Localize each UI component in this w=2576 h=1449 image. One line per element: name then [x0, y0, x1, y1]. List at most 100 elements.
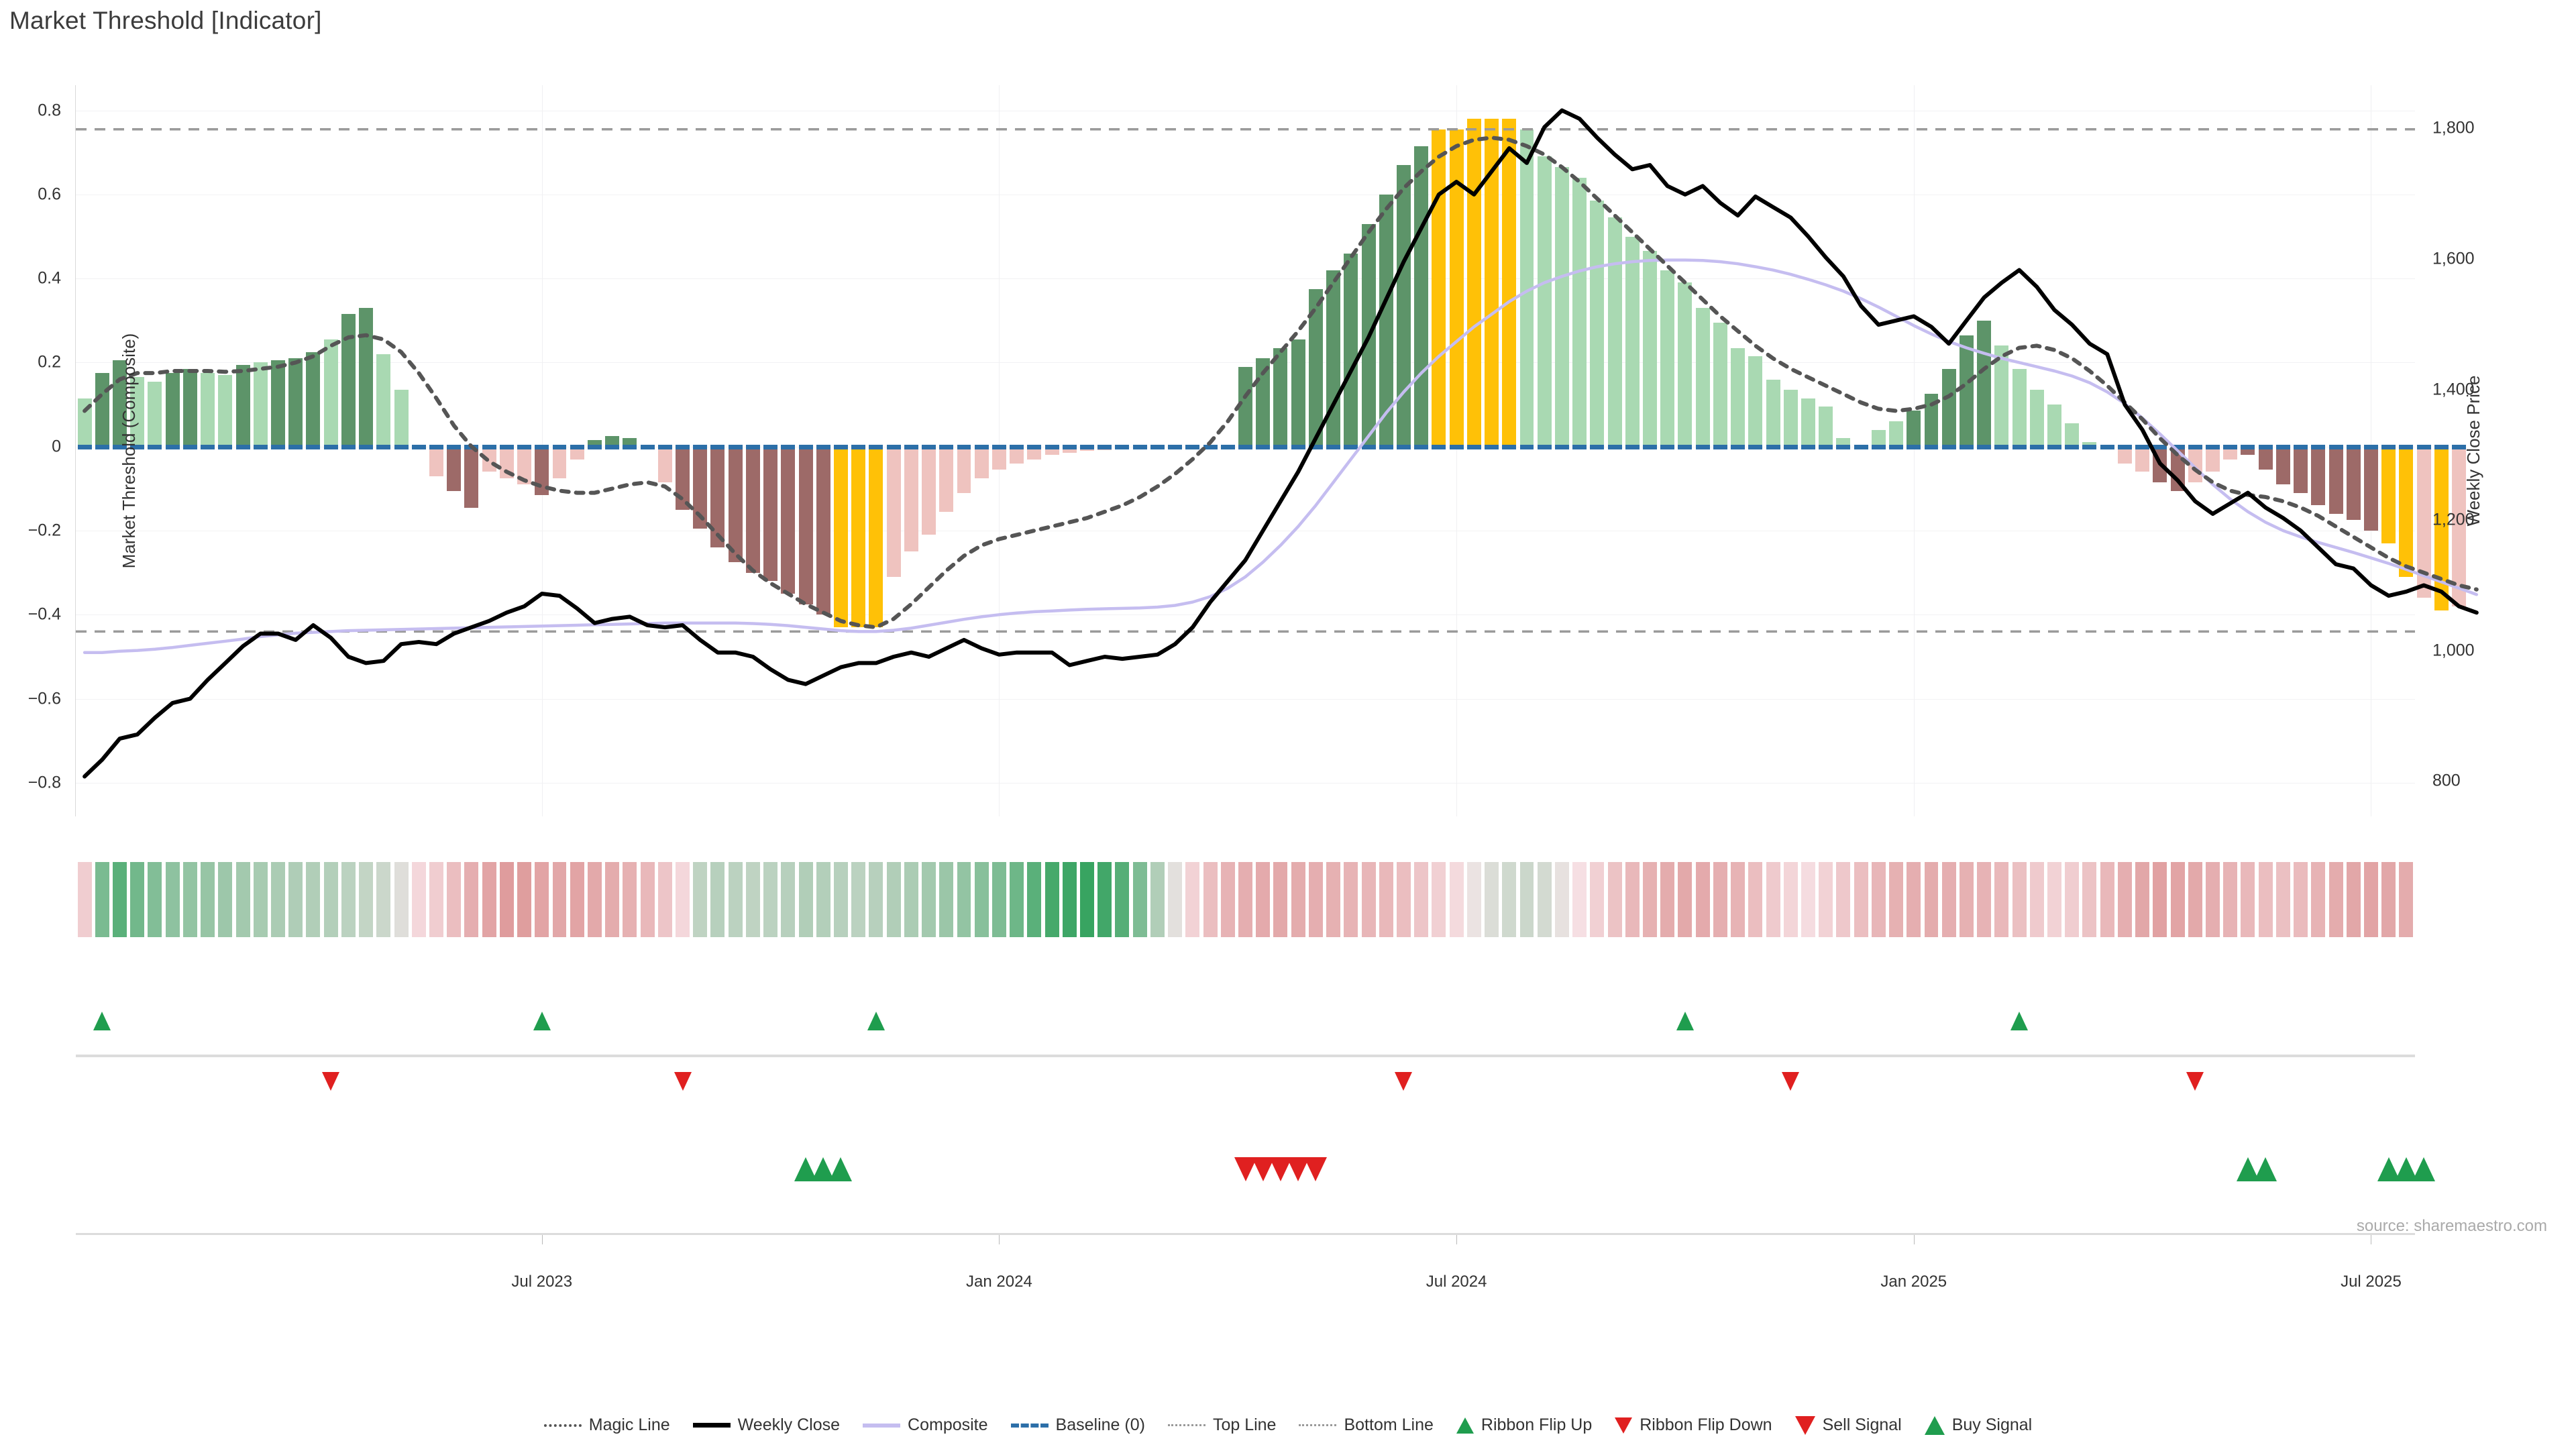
ribbon-cell [1080, 862, 1095, 937]
baseline-segment [306, 444, 321, 449]
ribbon-cell [253, 862, 268, 937]
baseline-segment [499, 444, 514, 449]
composite-bar [95, 373, 109, 447]
right-axis-tick-label: 1,600 [2432, 249, 2475, 268]
baseline-segment [77, 444, 92, 449]
composite-bar [201, 373, 215, 447]
ribbon-cell [2100, 862, 2114, 937]
legend-item-baseline[interactable]: Baseline (0) [1010, 1415, 1145, 1435]
legend-item-bottom-line[interactable]: Bottom Line [1299, 1415, 1434, 1435]
legend-item-sell-signal[interactable]: Sell Signal [1794, 1415, 1902, 1435]
x-axis-tick-mark [999, 1235, 1000, 1244]
left-axis-line [75, 85, 76, 816]
baseline-segment [1132, 444, 1147, 449]
baseline-segment [1836, 444, 1851, 449]
composite-bar [165, 373, 180, 447]
composite-bar [517, 446, 532, 485]
ribbon-cell [1660, 862, 1675, 937]
ribbon-cell [1766, 862, 1780, 937]
legend-label-sell-signal: Sell Signal [1822, 1415, 1902, 1434]
composite-bar [482, 446, 496, 472]
ribbon-cell [2012, 862, 2027, 937]
baseline-segment [1625, 444, 1640, 449]
legend-item-magic-line[interactable]: Magic Line [543, 1415, 670, 1435]
composite-bar [1554, 167, 1569, 447]
ribbon-flip-up-marker [93, 1012, 111, 1030]
composite-bar [2170, 446, 2185, 491]
legend-label-bottom-line: Bottom Line [1344, 1415, 1434, 1434]
baseline-segment [447, 444, 462, 449]
ribbon-flip-up-marker [2010, 1012, 2029, 1030]
ribbon-cell [2346, 862, 2361, 937]
ribbon-cell [1941, 862, 1956, 937]
ribbon-cell [623, 862, 637, 937]
composite-bar [1731, 347, 1746, 447]
composite-bar [2363, 446, 2378, 531]
ribbon-cell [1097, 862, 1112, 937]
baseline-segment [429, 444, 443, 449]
baseline-segment [1485, 444, 1499, 449]
baseline-segment [376, 444, 391, 449]
baseline-segment [2012, 444, 2027, 449]
legend-item-top-line[interactable]: Top Line [1167, 1415, 1276, 1435]
composite-bar [851, 446, 866, 628]
composite-bar [1660, 270, 1675, 447]
ribbon-cell [2363, 862, 2378, 937]
composite-bar [974, 446, 989, 478]
baseline-segment [710, 444, 725, 449]
baseline-segment [2434, 444, 2449, 449]
baseline-segment [974, 444, 989, 449]
ribbon-cell [886, 862, 901, 937]
baseline-segment [1203, 444, 1218, 449]
baseline-segment [640, 444, 655, 449]
ribbon-cell [2294, 862, 2308, 937]
ribbon-cell [2047, 862, 2061, 937]
baseline-segment [2311, 444, 2326, 449]
right-axis-tick-label: 1,400 [2432, 380, 2475, 399]
ribbon-cell [1414, 862, 1429, 937]
baseline-segment [816, 444, 830, 449]
ribbon-cell [1379, 862, 1393, 937]
baseline-segment [148, 444, 162, 449]
marker-divider-line [76, 1055, 2415, 1057]
composite-bar [552, 446, 567, 478]
gridline [76, 614, 2415, 616]
ribbon-cell [710, 862, 725, 937]
ribbon-cell [851, 862, 866, 937]
baseline-segment [1941, 444, 1956, 449]
ribbon-cell [2241, 862, 2255, 937]
ribbon-cell [1220, 862, 1235, 937]
ribbon-cell [482, 862, 496, 937]
ribbon-cell [235, 862, 250, 937]
baseline-segment [657, 444, 672, 449]
ribbon-cell [1256, 862, 1271, 937]
legend-item-ribbon-flip-down[interactable]: Ribbon Flip Down [1615, 1415, 1772, 1435]
ribbon-cell [218, 862, 233, 937]
ribbon-cell [991, 862, 1006, 937]
composite-bar [182, 368, 197, 447]
legend-item-ribbon-flip-up[interactable]: Ribbon Flip Up [1456, 1415, 1592, 1435]
legend-label-weekly-close: Weekly Close [737, 1415, 841, 1434]
composite-bar [447, 446, 462, 491]
legend-item-buy-signal[interactable]: Buy Signal [1924, 1415, 2032, 1435]
baseline-segment [1150, 444, 1165, 449]
baseline-segment [1907, 444, 1921, 449]
ribbon-cell [640, 862, 655, 937]
ribbon-cell [2082, 862, 2097, 937]
composite-bar [1977, 320, 1992, 447]
baseline-segment [1291, 444, 1305, 449]
legend-swatch-ribbon-flip-down [1615, 1417, 1633, 1434]
composite-bar [1907, 411, 1921, 447]
composite-bar [710, 446, 725, 548]
baseline-segment [2065, 444, 2080, 449]
composite-bar [1537, 156, 1552, 447]
left-axis-tick-label: 0.8 [38, 101, 61, 120]
legend-item-weekly-close[interactable]: Weekly Close [692, 1415, 841, 1435]
baseline-segment [552, 444, 567, 449]
ribbon-cell [745, 862, 760, 937]
baseline-segment [182, 444, 197, 449]
composite-bar [2047, 405, 2061, 447]
baseline-segment [517, 444, 532, 449]
legend-item-composite[interactable]: Composite [863, 1415, 988, 1435]
ribbon-cell [1273, 862, 1288, 937]
